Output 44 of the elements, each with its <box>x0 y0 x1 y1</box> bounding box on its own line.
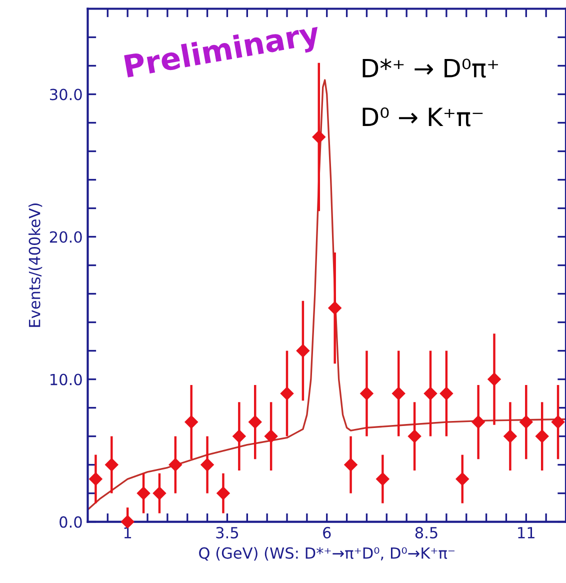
x-axis-title: Q (GeV) (WS: D*⁺→π⁺D⁰, D⁰→K⁺π⁻ <box>199 547 454 561</box>
point <box>360 386 374 400</box>
point <box>520 415 533 429</box>
y-tick-label: 0.0 <box>60 516 82 528</box>
x-tick-label: 11 <box>518 527 534 538</box>
point <box>168 458 182 472</box>
point <box>152 486 166 500</box>
line-series <box>88 79 566 511</box>
point <box>536 430 549 443</box>
point <box>89 472 102 486</box>
point <box>136 486 150 500</box>
point <box>105 458 118 472</box>
annotation: D*⁺ → D⁰π⁺ <box>362 58 498 78</box>
point <box>456 472 469 486</box>
y-tick-label: 20.0 <box>50 231 82 243</box>
point <box>440 386 454 400</box>
point <box>424 386 438 400</box>
point <box>472 415 485 429</box>
y-tick-label: 30.0 <box>50 88 82 100</box>
point <box>376 472 390 486</box>
point <box>184 415 198 429</box>
point <box>312 130 326 144</box>
point <box>264 430 278 443</box>
point <box>344 458 358 472</box>
point <box>551 415 565 429</box>
y-axis-title: Events/(400keV) <box>28 204 42 327</box>
x-tick-label: 8.5 <box>415 526 438 538</box>
point <box>232 430 246 443</box>
x-tick-label: 3.5 <box>216 526 238 538</box>
point <box>504 430 517 443</box>
point <box>216 486 230 500</box>
point <box>296 344 310 358</box>
annotation: Preliminary <box>124 20 322 84</box>
point <box>280 386 294 400</box>
y-tick-label: 10.0 <box>50 374 82 386</box>
point <box>488 372 501 386</box>
point <box>200 458 214 472</box>
point <box>328 301 342 315</box>
point <box>408 430 422 443</box>
point <box>121 515 134 528</box>
annotation: D⁰ → K⁺π⁻ <box>362 107 483 126</box>
point <box>248 415 262 429</box>
point <box>392 386 406 400</box>
x-tick-label: 6 <box>323 526 331 538</box>
